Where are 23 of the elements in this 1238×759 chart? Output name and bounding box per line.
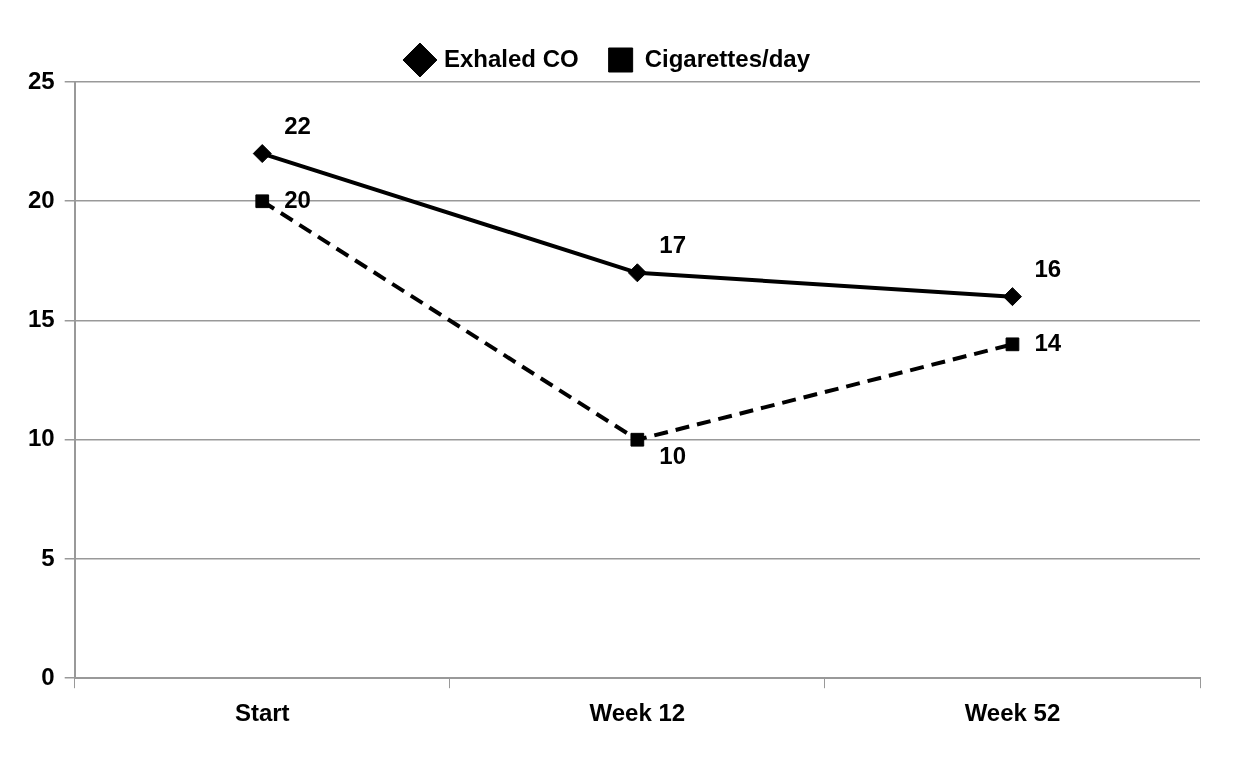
point [627,263,647,283]
data-label: 20 [284,185,311,213]
data-label: 10 [659,442,687,470]
y-tick-label: 20 [27,185,55,213]
y-tick-label: 5 [41,543,55,571]
legend-label: Exhaled CO [443,44,579,72]
x-tick-label: Week 52 [964,699,1061,727]
data-label: 22 [284,112,311,140]
point [255,194,270,209]
point [1002,287,1022,307]
x-tick-label: Week 12 [589,699,686,727]
y-tick-label: 10 [27,424,55,452]
point [1005,337,1020,352]
point [630,432,645,447]
data-label: 16 [1034,255,1062,283]
data-label: 17 [659,231,687,259]
y-tick-label: 15 [27,305,55,333]
x-tick-label: Start [234,699,290,727]
data-label: 14 [1034,328,1062,356]
y-tick-label: 25 [27,66,55,94]
legend-label: Cigarettes/day [644,44,811,72]
point [252,144,272,164]
y-tick-label: 0 [41,662,55,690]
